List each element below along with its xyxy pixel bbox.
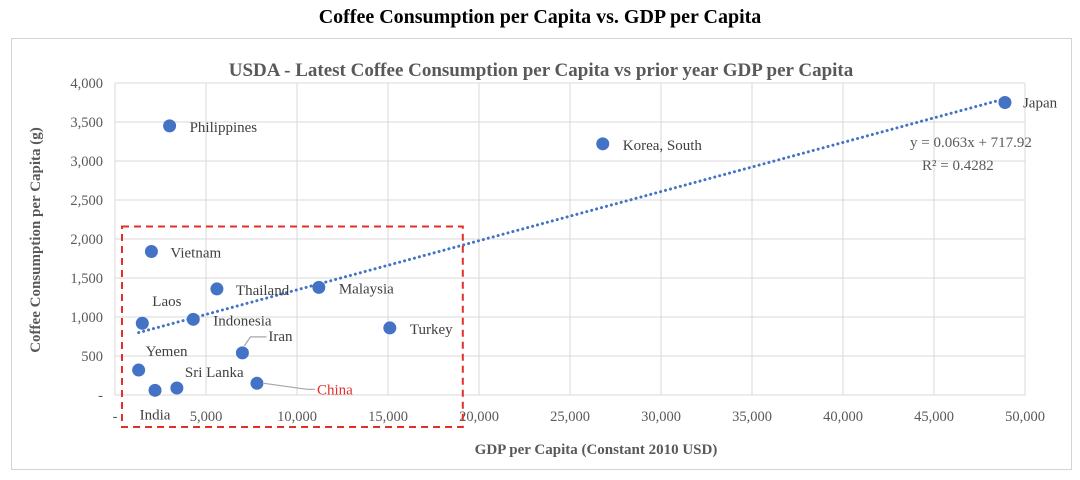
data-point-vietnam [144,244,158,258]
y-tick-labels: - 500 1,000 1,500 2,000 2,500 3,000 3,500 4,000 [70,76,103,404]
point-label-indonesia: Indonesia [213,313,272,329]
data-point-turkey [383,321,397,335]
x-tick-label: 45,000 [914,409,954,425]
data-point-korea-south [596,137,610,151]
trendline [137,97,1007,335]
y-tick-label: 500 [81,349,103,365]
page-title: Coffee Consumption per Capita vs. GDP pe… [318,6,762,28]
point-label-japan: Japan [1023,96,1058,112]
y-tick-label: 3,000 [70,154,103,170]
x-tick-label: 20,000 [459,409,499,425]
y-tick-label: 1,000 [70,310,103,326]
point-label-sri-lanka: Sri Lanka [185,365,244,381]
x-tick-label: 30,000 [641,409,681,425]
data-point-china [250,376,264,390]
x-axis-title: GDP per Capita (Constant 2010 USD) [475,442,718,458]
point-label-philippines: Philippines [190,120,258,136]
x-tick-label: 35,000 [732,409,772,425]
y-tick-label: 2,000 [70,232,103,248]
point-label-iran: Iran [268,329,293,345]
point-label-thailand: Thailand [236,283,290,299]
x-tick-labels: - 5,000 10,000 15,000 20,000 25,000 30,000 35,0… [113,409,1045,425]
x-tick-label: 50,000 [1005,409,1045,425]
data-point-sri-lanka [170,381,184,395]
data-point-philippines [163,119,177,133]
data-point-laos [135,316,149,330]
data-point-indonesia [186,312,200,326]
point-label-malaysia: Malaysia [339,281,394,297]
point-label-laos: Laos [152,294,181,310]
y-tick-label: 1,500 [70,271,103,287]
y-tick-label: 2,500 [70,193,103,209]
point-label-turkey: Turkey [410,322,453,338]
data-point-india [148,383,162,397]
data-point-iran [235,346,249,360]
leader-line-iran [243,336,267,347]
trendline-r-squared: R² = 0.4282 [922,158,994,174]
highlight-box [121,225,464,428]
point-label-korea-south: Korea, South [623,138,703,154]
point-label-china: China [317,382,353,398]
x-tick-label: 10,000 [277,409,317,425]
leader-line-china [263,382,315,390]
y-tick-label: 3,500 [70,115,103,131]
data-point-thailand [210,282,224,296]
x-tick-label: 15,000 [368,409,408,425]
point-label-yemen: Yemen [146,344,188,360]
x-tick-label: 40,000 [823,409,863,425]
x-tick-label: 5,000 [190,409,223,425]
grid-lines [114,82,1026,396]
chart-frame [11,38,1072,470]
point-label-india: India [140,407,171,423]
point-labels: Japan Korea, South Philippines Vietnam Thail… [140,96,1058,424]
x-tick-label: 25,000 [550,409,590,425]
data-point-japan [998,96,1012,109]
point-label-vietnam: Vietnam [170,245,221,261]
data-point-malaysia [312,280,326,294]
label-leader-lines [243,336,315,390]
chart-title: USDA - Latest Coffee Consumption per Cap… [229,60,854,81]
trendline-equation: y = 0.063x + 717.92 [910,135,1032,151]
data-points [132,96,1012,397]
y-axis-title: Coffee Consumption per Capita (g) [28,127,44,353]
data-point-yemen [132,363,146,377]
y-tick-label: 4,000 [70,76,103,92]
y-tick-label: - [98,388,103,404]
x-tick-label: - [113,409,118,425]
